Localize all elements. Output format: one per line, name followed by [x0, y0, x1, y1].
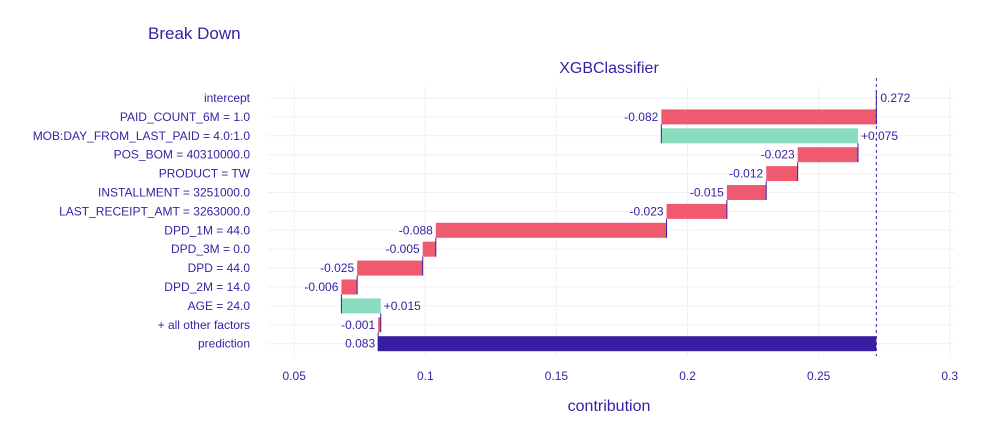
- value-label: -0.088: [399, 223, 433, 237]
- bar-positive: [661, 128, 858, 143]
- value-label: -0.005: [386, 242, 420, 256]
- value-label: +0.075: [861, 129, 898, 143]
- bar-negative: [727, 185, 766, 200]
- bar-negative: [766, 166, 797, 181]
- value-label: -0.001: [341, 318, 375, 332]
- bar-positive: [341, 298, 380, 313]
- y-category-label: PAID_COUNT_6M = 1.0: [120, 110, 250, 124]
- chart-subtitle: XGBClassifier: [559, 60, 659, 77]
- y-category-label: AGE = 24.0: [188, 299, 251, 313]
- bar-negative: [661, 109, 876, 124]
- bar-negative: [667, 204, 727, 219]
- value-label: -0.082: [624, 110, 658, 124]
- value-label: -0.006: [304, 280, 338, 294]
- y-category-label: DPD_3M = 0.0: [171, 242, 250, 256]
- bar-negative: [357, 261, 423, 276]
- value-label: -0.023: [630, 204, 664, 218]
- y-category-label: INSTALLMENT = 3251000.0: [98, 186, 250, 200]
- bar-prediction: [378, 336, 876, 351]
- y-category-label: DPD_2M = 14.0: [164, 280, 250, 294]
- y-category-label: DPD_1M = 44.0: [164, 223, 250, 237]
- value-label: +0.015: [384, 299, 421, 313]
- value-label: -0.015: [690, 186, 724, 200]
- x-axis-label: contribution: [568, 398, 651, 415]
- y-category-label: DPD = 44.0: [188, 261, 251, 275]
- value-label: -0.025: [320, 261, 354, 275]
- value-label: -0.012: [729, 167, 763, 181]
- y-category-label: MOB:DAY_FROM_LAST_PAID = 4.0:1.0: [33, 129, 251, 143]
- x-tick-label: 0.05: [283, 369, 307, 383]
- x-tick-label: 0.3: [941, 369, 958, 383]
- y-category-label: PRODUCT = TW: [159, 167, 251, 181]
- value-label: 0.272: [880, 91, 910, 105]
- y-category-label: LAST_RECEIPT_AMT = 3263000.0: [59, 204, 250, 218]
- x-tick-label: 0.1: [417, 369, 434, 383]
- y-category-label: prediction: [198, 337, 250, 351]
- bar-negative: [436, 223, 667, 238]
- bar-negative: [423, 242, 436, 257]
- y-category-label: + all other factors: [158, 318, 250, 332]
- value-label: -0.023: [761, 148, 795, 162]
- bar-negative: [798, 147, 858, 162]
- page-title: Break Down: [148, 24, 241, 43]
- x-tick-label: 0.25: [807, 369, 831, 383]
- x-tick-label: 0.15: [545, 369, 569, 383]
- y-category-label: intercept: [204, 91, 251, 105]
- value-label: 0.083: [345, 337, 375, 351]
- y-category-label: POS_BOM = 40310000.0: [114, 148, 251, 162]
- bar-negative: [341, 280, 357, 295]
- x-tick-label: 0.2: [679, 369, 696, 383]
